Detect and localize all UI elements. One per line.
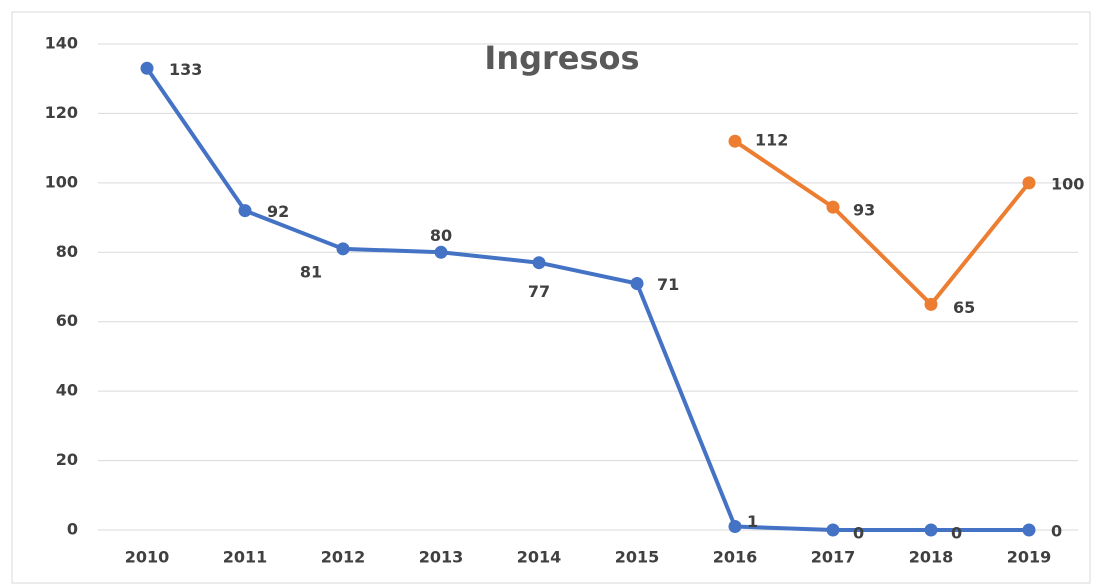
x-tick-label: 2017: [811, 548, 856, 567]
y-tick-label: 20: [56, 450, 78, 469]
x-tick-label: 2015: [615, 548, 660, 567]
y-tick-label: 0: [67, 520, 78, 539]
data-point: [826, 200, 840, 214]
x-tick-label: 2010: [125, 548, 170, 567]
data-label: 71: [657, 275, 679, 294]
data-point: [238, 204, 252, 218]
y-tick-label: 80: [56, 242, 78, 261]
data-label: 112: [755, 131, 788, 150]
data-point: [728, 134, 742, 148]
data-label: 92: [267, 202, 289, 221]
x-tick-label: 2014: [517, 548, 562, 567]
data-point: [924, 523, 938, 537]
data-point: [924, 297, 938, 311]
data-label: 133: [169, 60, 202, 79]
data-label: 77: [528, 282, 550, 301]
data-label: 1: [747, 512, 758, 531]
chart-title: Ingresos: [484, 39, 639, 77]
data-point: [336, 242, 350, 256]
data-label: 100: [1051, 174, 1084, 193]
x-tick-label: 2018: [909, 548, 954, 567]
data-point: [532, 256, 546, 270]
series-line: [145, 67, 1029, 532]
data-point: [826, 523, 840, 537]
x-tick-label: 2016: [713, 548, 758, 567]
chart-frame: [11, 11, 1091, 584]
data-point: [1022, 176, 1036, 190]
x-tick-label: 2011: [223, 548, 268, 567]
x-tick-label: 2013: [419, 548, 464, 567]
data-label: 93: [853, 201, 875, 220]
data-label: 80: [430, 226, 452, 245]
data-label: 65: [953, 298, 975, 317]
y-tick-label: 140: [45, 34, 78, 53]
data-point: [1022, 523, 1036, 537]
y-tick-label: 60: [56, 311, 78, 330]
data-point: [728, 520, 742, 534]
y-tick-label: 120: [45, 103, 78, 122]
y-tick-label: 40: [56, 381, 78, 400]
data-label: 0: [951, 524, 962, 543]
data-point: [140, 61, 154, 75]
y-tick-label: 100: [45, 172, 78, 191]
x-tick-label: 2019: [1007, 548, 1052, 567]
data-label: 0: [1051, 522, 1062, 541]
data-label: 81: [300, 262, 322, 281]
data-point: [630, 277, 644, 291]
x-tick-label: 2012: [321, 548, 366, 567]
series-line: [733, 139, 1031, 307]
data-label: 0: [853, 524, 864, 543]
data-point: [434, 245, 448, 259]
